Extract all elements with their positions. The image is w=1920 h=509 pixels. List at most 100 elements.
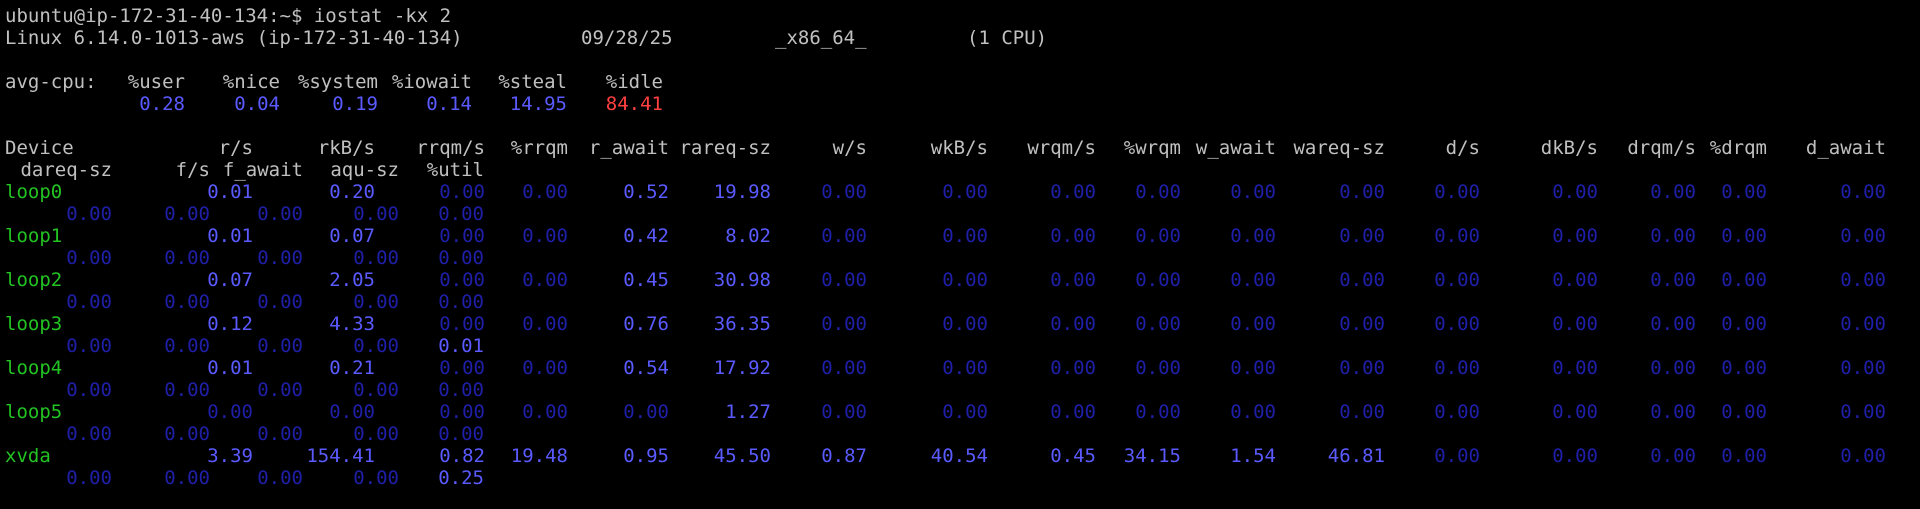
table-cell: 0.07 bbox=[329, 225, 375, 247]
table-cell: 0.00 bbox=[1434, 401, 1480, 423]
table-cell: 0.00 bbox=[1135, 269, 1181, 291]
table-cell: 0.00 bbox=[353, 335, 399, 357]
cpu-value-nice: 0.04 bbox=[234, 93, 280, 115]
table-cell: 0.00 bbox=[438, 379, 484, 401]
table-cell: 0.00 bbox=[942, 225, 988, 247]
table-cell: 0.00 bbox=[438, 247, 484, 269]
table-cell: 0.00 bbox=[438, 203, 484, 225]
table-cell: 0.00 bbox=[353, 423, 399, 445]
table-cell: 19.98 bbox=[713, 181, 771, 203]
table-cell: 0.00 bbox=[164, 203, 210, 225]
table-cell: 0.00 bbox=[942, 269, 988, 291]
cpu-header-steal: %steal bbox=[498, 71, 567, 93]
table-cell: 0.95 bbox=[623, 445, 669, 467]
table-cell: 0.00 bbox=[439, 225, 485, 247]
table-cell: 0.00 bbox=[1721, 269, 1767, 291]
table-cell: 0.00 bbox=[1840, 445, 1886, 467]
table-cell: 0.00 bbox=[1840, 181, 1886, 203]
table-cell: 19.48 bbox=[510, 445, 568, 467]
column-header-wrqms: wrqm/s bbox=[1027, 137, 1096, 159]
table-cell: 0.00 bbox=[1721, 401, 1767, 423]
table-cell: 0.00 bbox=[1840, 225, 1886, 247]
table-cell: 0.00 bbox=[1135, 357, 1181, 379]
table-cell: 0.00 bbox=[1434, 445, 1480, 467]
table-cell: 0.42 bbox=[623, 225, 669, 247]
cpu-value-steal: 14.95 bbox=[509, 93, 567, 115]
table-cell: 0.00 bbox=[1721, 313, 1767, 335]
cpu-header-row: avg-cpu: %user %nice %system %iowait %steal %i… bbox=[5, 71, 1920, 93]
table-cell: 3.39 bbox=[207, 445, 253, 467]
table-cell: 0.00 bbox=[1434, 181, 1480, 203]
table-row: xvda 3.39 154.41 0.82 19.48 0.95 45.50 0.87 40.5… bbox=[5, 445, 1920, 467]
table-cell: 0.00 bbox=[353, 247, 399, 269]
date-info: 09/28/25 bbox=[581, 27, 673, 49]
table-cell: 0.00 bbox=[1552, 401, 1598, 423]
table-cell: 0.01 bbox=[207, 181, 253, 203]
device-name: xvda bbox=[5, 445, 51, 467]
column-header-dkBs: dkB/s bbox=[1540, 137, 1598, 159]
table-cell: 0.00 bbox=[1339, 181, 1385, 203]
table-cell: 0.00 bbox=[164, 335, 210, 357]
table-cell: 0.00 bbox=[1434, 357, 1480, 379]
table-row-continuation: 0.00 0.00 0.00 0.00 0.00 bbox=[5, 379, 1920, 401]
table-row: loop2 0.07 2.05 0.00 0.00 0.45 30.98 0.00 0.00 0.… bbox=[5, 269, 1920, 291]
table-cell: 0.00 bbox=[1050, 357, 1096, 379]
cpu-value-iowait: 0.14 bbox=[426, 93, 472, 115]
device-header-row-1: Device r/s rkB/s rrqm/s %rrqm r_await rareq-sz… bbox=[5, 137, 1920, 159]
table-cell: 0.00 bbox=[1135, 313, 1181, 335]
table-cell: 0.52 bbox=[623, 181, 669, 203]
table-cell: 34.15 bbox=[1123, 445, 1181, 467]
cpu-label: avg-cpu: bbox=[5, 71, 97, 93]
table-cell: 0.00 bbox=[439, 269, 485, 291]
table-cell: 0.00 bbox=[942, 401, 988, 423]
table-cell: 0.00 bbox=[1135, 401, 1181, 423]
table-cell: 0.00 bbox=[66, 203, 112, 225]
table-cell: 0.12 bbox=[207, 313, 253, 335]
table-cell: 1.54 bbox=[1230, 445, 1276, 467]
table-cell: 0.00 bbox=[522, 313, 568, 335]
table-cell: 45.50 bbox=[713, 445, 771, 467]
table-cell: 0.00 bbox=[1339, 269, 1385, 291]
table-cell: 0.00 bbox=[1230, 269, 1276, 291]
table-cell: 0.00 bbox=[257, 335, 303, 357]
table-cell: 0.00 bbox=[821, 401, 867, 423]
column-header-f_await: f_await bbox=[222, 159, 303, 181]
device-name: loop2 bbox=[5, 269, 63, 291]
table-cell: 46.81 bbox=[1327, 445, 1385, 467]
table-cell: 0.82 bbox=[439, 445, 485, 467]
table-cell: 0.00 bbox=[1230, 401, 1276, 423]
table-cell: 0.00 bbox=[164, 291, 210, 313]
table-cell: 0.00 bbox=[1230, 357, 1276, 379]
column-header-fs: f/s bbox=[175, 159, 210, 181]
column-header-r_await: r_await bbox=[588, 137, 669, 159]
table-cell: 0.00 bbox=[439, 401, 485, 423]
table-cell: 0.00 bbox=[257, 467, 303, 489]
cpu-header-iowait: %iowait bbox=[391, 71, 472, 93]
table-cell: 0.00 bbox=[1050, 401, 1096, 423]
device-name: loop5 bbox=[5, 401, 63, 423]
table-cell: 40.54 bbox=[930, 445, 988, 467]
device-table: loop0 0.01 0.20 0.00 0.00 0.52 19.98 0.00 0.00 0.… bbox=[5, 181, 1920, 489]
table-row-continuation: 0.00 0.00 0.00 0.00 0.00 bbox=[5, 203, 1920, 225]
table-cell: 0.00 bbox=[1339, 401, 1385, 423]
column-header-dareq-sz: dareq-sz bbox=[20, 159, 112, 181]
table-cell: 0.00 bbox=[1552, 313, 1598, 335]
blank-line bbox=[5, 115, 1920, 137]
table-cell: 0.00 bbox=[438, 423, 484, 445]
table-cell: 0.00 bbox=[942, 357, 988, 379]
table-cell: 0.25 bbox=[438, 467, 484, 489]
column-header-w_await: w_await bbox=[1195, 137, 1276, 159]
table-cell: 0.45 bbox=[623, 269, 669, 291]
table-cell: 0.00 bbox=[1650, 357, 1696, 379]
table-cell: 0.00 bbox=[1434, 313, 1480, 335]
table-cell: 0.00 bbox=[439, 357, 485, 379]
table-cell: 0.00 bbox=[1650, 445, 1696, 467]
column-header-aqu-sz: aqu-sz bbox=[330, 159, 399, 181]
table-cell: 0.00 bbox=[1339, 357, 1385, 379]
table-cell: 0.00 bbox=[353, 291, 399, 313]
cpu-value-idle: 84.41 bbox=[605, 93, 663, 115]
table-cell: 0.00 bbox=[353, 379, 399, 401]
table-cell: 0.00 bbox=[1721, 357, 1767, 379]
table-row-continuation: 0.00 0.00 0.00 0.00 0.25 bbox=[5, 467, 1920, 489]
